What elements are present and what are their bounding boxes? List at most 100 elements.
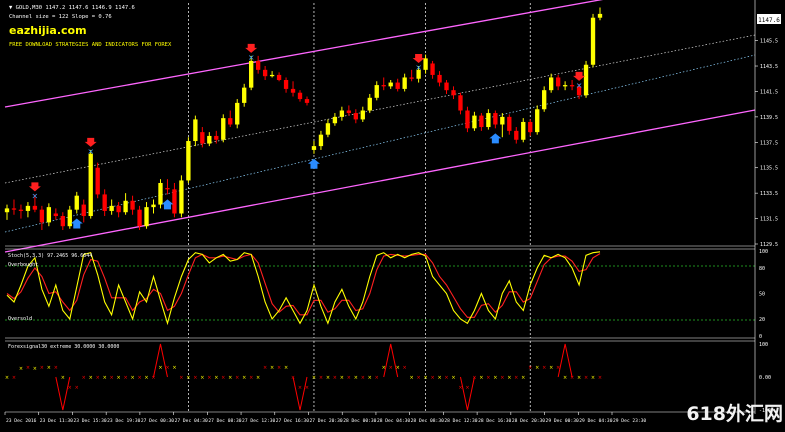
symbol-header: ▼ GOLD,M30 1147.2 1147.6 1146.9 1147.6 xyxy=(9,5,135,11)
candle-body xyxy=(39,209,45,223)
osc-spike xyxy=(383,343,399,378)
osc-point-icon: × xyxy=(577,375,581,381)
promo-text: FREE DOWNLOAD STRATEGIES AND INDICATORS … xyxy=(9,42,172,48)
osc-point-icon: × xyxy=(12,375,16,381)
stoch-axis: 100 80 50 20 0 xyxy=(759,249,768,340)
price-tick-label: 1133.5 xyxy=(760,191,778,197)
candle-body xyxy=(472,115,477,129)
osc-point-icon: × xyxy=(389,365,393,371)
osc-point-icon: × xyxy=(40,365,44,371)
price-pane[interactable]: × × × × × 1145.5 1143.5 1141.5 1139.5 1137.5 1135… xyxy=(4,0,781,253)
candle-body xyxy=(200,132,205,144)
osc-point-icon: × xyxy=(214,375,218,381)
candle-body xyxy=(437,74,442,83)
candle-body xyxy=(242,87,247,103)
osc-point-icon: × xyxy=(110,375,114,381)
osc-point-icon: × xyxy=(26,365,30,371)
candle-body xyxy=(458,95,463,111)
candle-body xyxy=(542,90,547,110)
candle-body xyxy=(262,69,268,77)
candle-body xyxy=(95,167,100,195)
candle-body xyxy=(276,74,282,81)
osc-point-icon: × xyxy=(172,365,176,371)
osc-spike xyxy=(459,376,475,411)
candle-body xyxy=(249,60,254,88)
candle-body xyxy=(74,195,79,210)
candle-body xyxy=(549,77,554,91)
price-tick-label: 1139.5 xyxy=(760,115,778,121)
osc-tick-label: -100 xyxy=(759,408,771,414)
candle-body xyxy=(583,64,589,96)
candle-body xyxy=(374,85,379,98)
sell-arrow-icon xyxy=(573,71,586,81)
time-axis: 23 Dec 2016 23 Dec 11:30 23 Dec 15:30 23 De… xyxy=(4,412,646,424)
osc-point-icon: × xyxy=(423,375,427,381)
candle-body xyxy=(339,110,345,117)
candle-body xyxy=(193,119,198,142)
stoch-signal-line xyxy=(6,253,601,318)
osc-spike xyxy=(557,343,573,378)
candle-body xyxy=(88,153,93,217)
cross-marker-icon: × xyxy=(87,147,94,156)
candle-body xyxy=(576,86,582,96)
stoch-grid xyxy=(188,249,531,338)
candle-body xyxy=(109,205,114,211)
time-tick-label: 28 Dec 00:30 xyxy=(343,418,376,424)
candle-body xyxy=(137,209,142,227)
candle-body xyxy=(18,209,24,211)
candle-body xyxy=(46,207,52,223)
osc-point-icon: × xyxy=(340,375,344,381)
osc-point-icon: × xyxy=(368,375,372,381)
osc-tick-label: 0.00 xyxy=(759,375,771,381)
sell-arrow-icon xyxy=(84,137,97,147)
osc-point-icon: × xyxy=(130,375,134,381)
time-tick-label: 29 Dec 04:30 xyxy=(579,418,612,424)
osc-point-icon: × xyxy=(151,375,155,381)
osc-point-icon: × xyxy=(47,365,51,371)
candle-body xyxy=(395,82,400,89)
candle-body xyxy=(207,135,212,144)
osc-point-icon: × xyxy=(465,385,469,391)
watermark: 618外汇网 xyxy=(686,402,783,425)
osc-point-icon: × xyxy=(535,365,539,371)
osc-point-icon: × xyxy=(19,366,23,372)
candle-body xyxy=(521,121,526,140)
osc-point-icon: × xyxy=(137,375,141,381)
sell-arrow-icon xyxy=(28,182,41,192)
osc-point-icon: × xyxy=(312,375,316,381)
osc-point-icon: × xyxy=(89,375,93,381)
candle-body xyxy=(332,116,338,124)
osc-point-icon: × xyxy=(242,375,246,381)
candle-body xyxy=(318,134,324,147)
osc-spike xyxy=(292,376,308,411)
candle-body xyxy=(130,200,135,210)
candle-body xyxy=(283,80,289,89)
time-tick-label: 28 Dec 16:30 xyxy=(478,418,511,424)
osc-point-icon: × xyxy=(200,375,204,381)
candle-body xyxy=(555,77,561,87)
osc-point-icon: × xyxy=(354,375,358,381)
candle-body xyxy=(60,216,65,227)
osc-point-icon: × xyxy=(298,385,302,391)
current-price-label: 1147.6 xyxy=(758,17,780,24)
osc-point-icon: × xyxy=(270,365,274,371)
price-tick-label: 1145.5 xyxy=(760,39,778,45)
candle-body xyxy=(514,130,519,140)
osc-spike xyxy=(153,343,168,378)
stochastic-pane[interactable]: Stoch(5,3,3) 97.2465 96.6644 Overbought … xyxy=(5,248,768,340)
candle-body xyxy=(423,58,428,70)
sell-arrow-icon xyxy=(412,54,425,64)
forexsignal-pane[interactable]: × ×× × × × × ××× ×× × × × × × × × × × ×× × ×× × × × × × × × × × × ×× × ×… xyxy=(5,340,771,414)
osc-point-icon: × xyxy=(417,375,421,381)
candle-body xyxy=(444,82,449,91)
candle-body xyxy=(353,113,358,120)
candle-body xyxy=(102,194,107,211)
candle-body xyxy=(165,188,170,190)
osc-point-icon: × xyxy=(382,365,386,371)
time-tick-label: 23 Dec 2016 xyxy=(6,418,37,424)
osc-point-icon: × xyxy=(396,365,400,371)
stoch-tick-label: 100 xyxy=(759,249,768,255)
price-tick-label: 1137.5 xyxy=(760,140,778,146)
current-price-box xyxy=(757,14,781,24)
